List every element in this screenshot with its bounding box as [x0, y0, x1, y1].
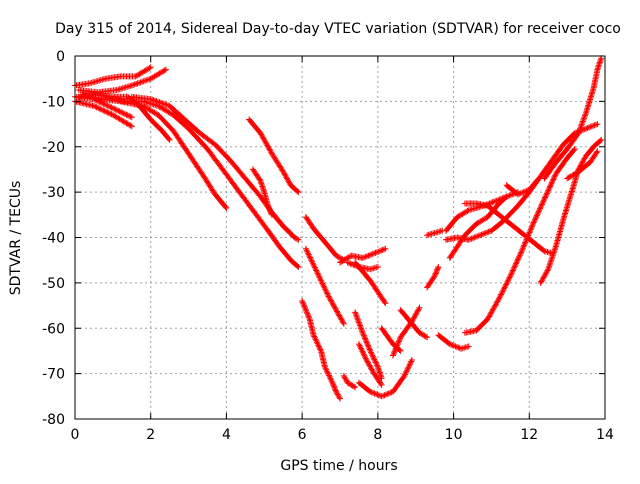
data-track — [564, 148, 601, 182]
x-tick-label: 6 — [298, 427, 307, 443]
data-points — [352, 309, 385, 382]
x-axis-label: GPS time / hours — [280, 458, 397, 474]
data-track — [424, 264, 442, 291]
axis-ticks: 0 2 4 6 8 10 12 14 0 -10 -20 -30 -40 -50 -60 -70 -80 — [42, 49, 614, 443]
y-tick-label: -60 — [42, 321, 65, 337]
y-tick-label: -10 — [42, 94, 65, 110]
x-tick-label: 0 — [71, 427, 80, 443]
x-tick-label: 2 — [146, 427, 155, 443]
data-track — [541, 55, 605, 182]
data-track — [461, 146, 578, 336]
data-track — [246, 116, 302, 196]
data-points — [337, 245, 389, 266]
x-tick-label: 8 — [373, 427, 382, 443]
y-tick-label: -80 — [42, 412, 65, 428]
y-axis-label: SDTVAR / TECUs — [8, 181, 24, 296]
data-points — [355, 341, 385, 388]
chart-title: Day 315 of 2014, Sidereal Day-to-day VTE… — [55, 21, 621, 37]
y-tick-label: -30 — [42, 185, 65, 201]
data-track — [503, 177, 540, 198]
data-track — [435, 332, 472, 352]
data-points — [355, 357, 415, 400]
data-points — [461, 146, 578, 336]
x-tick-label: 4 — [222, 427, 231, 443]
data-track — [102, 93, 302, 270]
data-points — [340, 372, 359, 391]
y-tick-label: -20 — [42, 140, 65, 156]
data-points — [424, 227, 446, 239]
data-track — [340, 372, 359, 391]
data-track — [352, 259, 389, 307]
y-tick-label: -50 — [42, 276, 65, 292]
data-track — [249, 166, 275, 218]
data-track — [352, 309, 385, 382]
data-points — [102, 93, 302, 270]
data-track — [302, 214, 347, 264]
data-track — [537, 136, 605, 286]
data-points — [249, 166, 275, 218]
data-points — [564, 148, 601, 182]
data-points — [503, 177, 540, 198]
data-points — [537, 136, 605, 286]
data-points — [299, 298, 343, 402]
data-points — [352, 259, 389, 307]
data-track — [355, 341, 385, 388]
data-points — [461, 200, 555, 257]
x-tick-label: 14 — [596, 427, 614, 443]
data-points — [541, 55, 605, 182]
x-tick-label: 12 — [520, 427, 538, 443]
data-points — [435, 332, 472, 352]
y-tick-label: -70 — [42, 367, 65, 383]
data-points — [390, 304, 423, 359]
data-points — [246, 116, 302, 196]
data-marks — [72, 55, 605, 402]
data-track — [337, 245, 389, 266]
data-points — [424, 264, 442, 291]
y-tick-label: -40 — [42, 231, 65, 247]
data-track — [299, 298, 343, 402]
data-points — [75, 66, 169, 96]
x-tick-label: 10 — [445, 427, 463, 443]
data-track — [75, 66, 169, 96]
data-points — [302, 214, 347, 264]
data-track — [390, 304, 423, 359]
data-track — [461, 200, 555, 257]
data-track — [424, 227, 446, 239]
data-points — [302, 245, 347, 327]
data-track — [302, 245, 347, 327]
y-tick-label: 0 — [56, 49, 65, 65]
data-track — [355, 357, 415, 400]
